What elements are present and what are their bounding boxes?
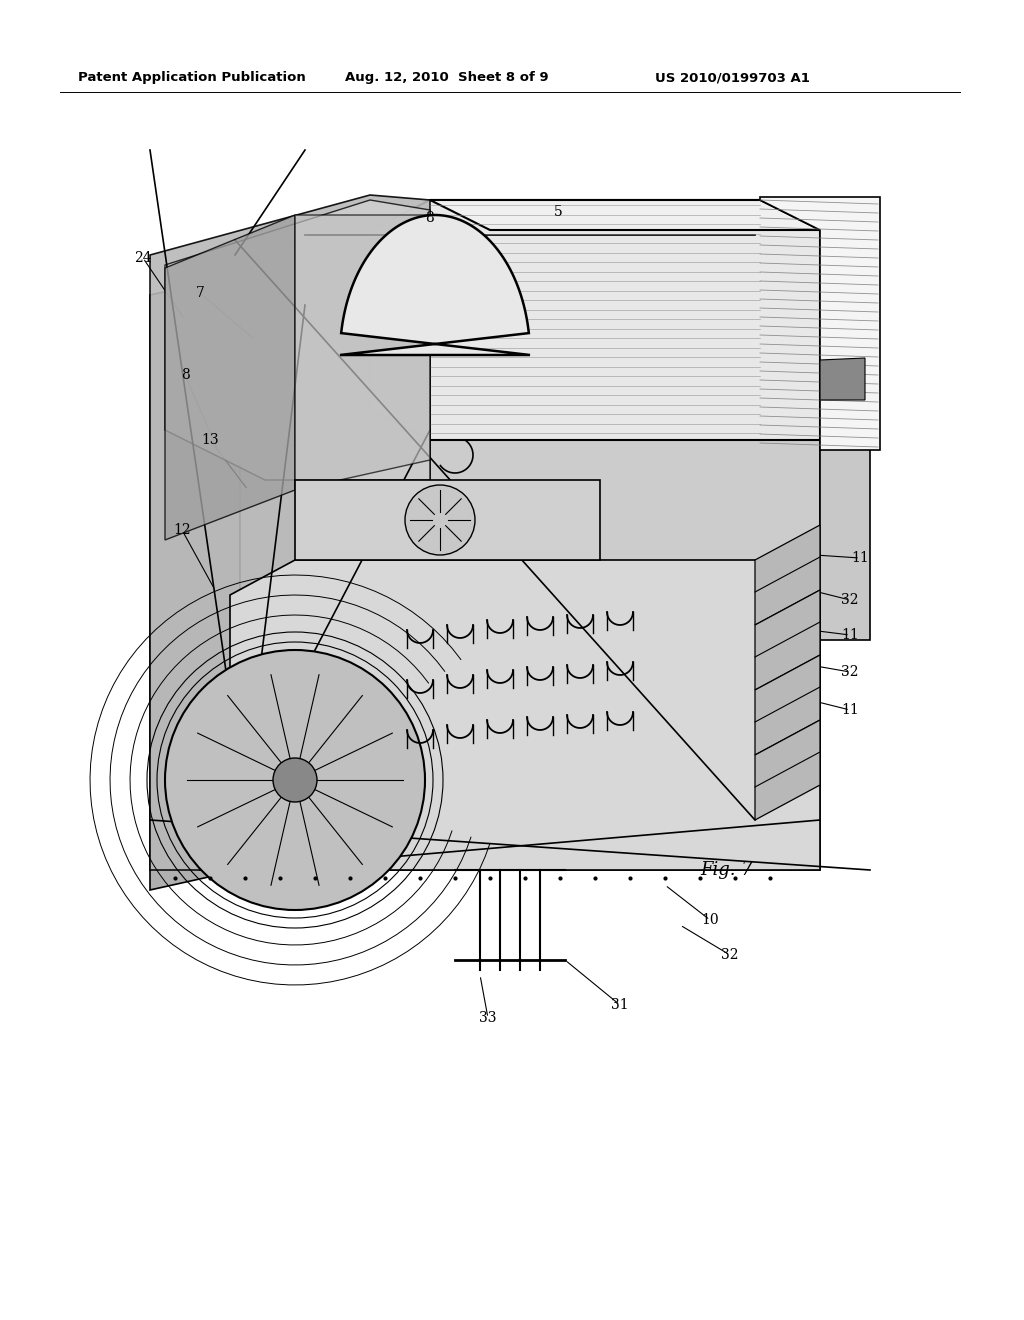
Text: 12: 12 [173, 523, 190, 537]
Polygon shape [755, 210, 870, 640]
Text: Fig. 7: Fig. 7 [700, 861, 753, 879]
Text: 8: 8 [426, 211, 434, 224]
Text: 32: 32 [842, 665, 859, 678]
Text: 11: 11 [841, 704, 859, 717]
Text: 8: 8 [180, 368, 189, 381]
Text: 33: 33 [479, 1011, 497, 1026]
Text: US 2010/0199703 A1: US 2010/0199703 A1 [655, 71, 810, 84]
Polygon shape [165, 201, 430, 480]
Polygon shape [755, 655, 820, 755]
Text: 32: 32 [721, 948, 738, 962]
Text: 32: 32 [842, 593, 859, 607]
Text: 5: 5 [554, 205, 562, 219]
Polygon shape [430, 201, 820, 230]
Polygon shape [230, 560, 820, 870]
Text: 31: 31 [611, 998, 629, 1012]
Polygon shape [370, 201, 820, 440]
Text: 13: 13 [201, 433, 219, 447]
Polygon shape [340, 215, 530, 355]
Polygon shape [240, 235, 820, 480]
Polygon shape [150, 275, 240, 890]
Polygon shape [755, 525, 820, 624]
Polygon shape [295, 215, 430, 490]
Polygon shape [150, 195, 430, 870]
Polygon shape [295, 480, 600, 560]
Circle shape [406, 484, 475, 554]
Text: 11: 11 [851, 550, 869, 565]
Text: Aug. 12, 2010  Sheet 8 of 9: Aug. 12, 2010 Sheet 8 of 9 [345, 71, 549, 84]
Circle shape [273, 758, 317, 803]
Text: 24: 24 [134, 251, 152, 265]
Circle shape [165, 649, 425, 909]
Text: 10: 10 [701, 913, 719, 927]
Polygon shape [755, 719, 820, 820]
Polygon shape [760, 197, 880, 450]
Text: Patent Application Publication: Patent Application Publication [78, 71, 306, 84]
Polygon shape [240, 440, 820, 870]
Polygon shape [165, 215, 295, 540]
Polygon shape [820, 358, 865, 400]
Text: 7: 7 [196, 286, 205, 300]
Polygon shape [755, 590, 820, 690]
Text: 11: 11 [841, 628, 859, 642]
